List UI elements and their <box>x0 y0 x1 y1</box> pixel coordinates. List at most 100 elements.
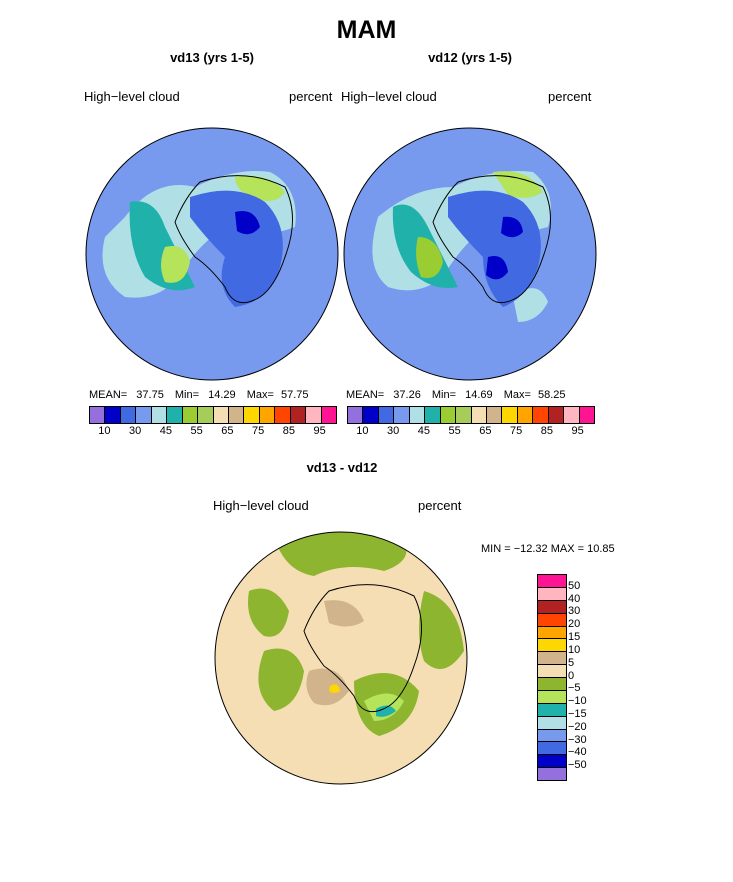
panel-1-region-blue <box>190 190 283 307</box>
panel-1-colorbar-tick-label: 30 <box>129 425 142 437</box>
panel-1-mean-label: MEAN= <box>89 389 128 401</box>
panel-1-colorbar-swatch <box>306 407 322 423</box>
panel-2-colorbar-swatch <box>456 407 472 423</box>
panel-1-colorbar-swatch <box>213 407 229 423</box>
panel-2-colorbar-swatch <box>440 407 457 423</box>
panel-2-colorbar-swatch <box>486 407 503 423</box>
panel-1-colorbar-tick-label: 75 <box>252 425 265 437</box>
panel-2-title: vd12 (yrs 1-5) <box>428 50 512 65</box>
panel-3-colorbar-swatch <box>538 575 566 588</box>
panel-3-region-green-top <box>274 532 407 576</box>
panel-1-colorbar-tick-label: 55 <box>190 425 203 437</box>
panel-1-stats: MEAN= 37.75 Min= 14.29 Max= 57.75 <box>89 389 309 401</box>
panel-3-variable-label: High−level cloud <box>213 498 309 513</box>
panel-1-title: vd13 (yrs 1-5) <box>170 50 254 65</box>
panel-2-region-blue <box>448 190 541 307</box>
panel-2-colorbar-ticks: 10 30 45 55 65 75 85 95 <box>347 425 593 439</box>
panel-1-colorbar-swatch <box>167 407 183 423</box>
panel-3-region-green-mid <box>258 648 304 711</box>
panel-1-coastline <box>174 175 293 304</box>
panel-1-colorbar-swatch <box>244 407 260 423</box>
panel-2-colorbar-swatch <box>409 407 426 423</box>
panel-3-colorbar-tick-label: −40 <box>568 746 587 759</box>
panel-2-mean: 37.26 <box>393 389 421 401</box>
panel-1-colorbar-swatch <box>228 407 245 423</box>
panel-1-colorbar-tick-label: 65 <box>221 425 234 437</box>
panel-1-colorbar-swatch <box>90 407 106 423</box>
panel-3-colorbar-swatch <box>538 626 566 640</box>
panel-3-colorbar-ticks: 50 40 30 20 15 10 5 0 −5 −10 −15 −20 −30 −40 −50 <box>568 574 618 779</box>
panel-1-colorbar-swatch <box>321 407 336 423</box>
panel-2-colorbar-tick-label: 55 <box>448 425 461 437</box>
panel-2-region-darkblue <box>501 216 523 238</box>
panel-2-colorbar-swatch <box>548 407 565 423</box>
panel-3-colorbar-swatch <box>538 729 566 743</box>
panel-1-colorbar-swatch <box>151 407 168 423</box>
panel-3-colorbar-swatch <box>538 678 566 691</box>
panel-3-minmax: MIN = −12.32 MAX = 10.85 <box>481 543 615 555</box>
panel-3-colorbar-swatch <box>538 768 566 780</box>
panel-2-stats: MEAN= 37.26 Min= 14.69 Max= 58.25 <box>346 389 566 401</box>
panel-3-colorbar-tick-label: 50 <box>568 579 581 592</box>
panel-3-polar-map <box>214 531 468 785</box>
panel-3-colorbar-swatch <box>538 716 566 730</box>
panel-3-colorbar-tick-label: −30 <box>568 733 587 746</box>
panel-2-coastline <box>432 175 551 304</box>
panel-3-units-label: percent <box>418 498 462 513</box>
panel-1-colorbar-tick-label: 85 <box>282 425 295 437</box>
panel-2-max-label: Max= <box>503 389 531 401</box>
panel-1-colorbar-tick-label: 45 <box>159 425 172 437</box>
panel-1-colorbar-swatch <box>275 407 291 423</box>
panel-2-colorbar-tick-label: 65 <box>479 425 492 437</box>
panel-3-colorbar-tick-label: −15 <box>568 707 587 720</box>
panel-2-colorbar-tick-label: 95 <box>571 425 584 437</box>
panel-3-colorbar-tick-label: 5 <box>568 656 575 669</box>
panel-3-colorbar-tick-label: −10 <box>568 695 587 708</box>
panel-2-region-green-2 <box>493 171 543 198</box>
panel-3-colorbar-swatch <box>538 703 566 717</box>
panel-3-colorbar-tick-label: 10 <box>568 643 581 656</box>
panel-1-colorbar-swatch <box>290 407 307 423</box>
panel-3-colorbar <box>537 574 567 781</box>
panel-2-colorbar-tick-label: 30 <box>387 425 400 437</box>
panel-2-max: 58.25 <box>537 389 566 401</box>
panel-1-max-label: Max= <box>246 389 274 401</box>
panel-2-variable-label: High−level cloud <box>341 89 437 104</box>
panel-1-min-label: Min= <box>174 389 200 401</box>
panel-2-colorbar-swatch <box>348 407 364 423</box>
figure-title: MAM <box>336 16 397 44</box>
panel-3-colorbar-tick-label: 15 <box>568 631 581 644</box>
panel-1-region-darkblue <box>235 211 260 235</box>
panel-3-region-green-right <box>419 591 464 669</box>
panel-2-min: 14.69 <box>465 389 493 401</box>
panel-3-region-green-left <box>248 588 289 637</box>
panel-3-colorbar-tick-label: 40 <box>568 592 581 605</box>
panel-2-colorbar-tick-label: 75 <box>510 425 523 437</box>
panel-1-polar-map <box>85 127 339 381</box>
panel-1-colorbar-swatch <box>120 407 137 423</box>
panel-3-colorbar-swatch <box>538 587 566 601</box>
panel-2-colorbar-tick-label: 45 <box>417 425 430 437</box>
panel-1-colorbar <box>89 406 337 424</box>
panel-3-colorbar-tick-label: 0 <box>568 669 575 682</box>
panel-2-polar-map <box>343 127 597 381</box>
panel-2-colorbar-swatch <box>471 407 487 423</box>
panel-3-colorbar-swatch <box>538 742 566 756</box>
panel-2-colorbar-swatch <box>363 407 379 423</box>
panel-1-min: 14.29 <box>208 389 236 401</box>
panel-3-coastline <box>303 584 422 713</box>
panel-2-colorbar-swatch <box>564 407 580 423</box>
panel-3-colorbar-swatch <box>538 755 566 769</box>
panel-2-colorbar-swatch <box>533 407 549 423</box>
panel-3-colorbar-swatch <box>538 613 566 627</box>
panel-3-colorbar-swatch <box>538 665 566 678</box>
panel-3-colorbar-swatch <box>538 690 566 704</box>
panel-2-mean-label: MEAN= <box>346 389 385 401</box>
panel-2-colorbar-swatch <box>378 407 395 423</box>
panel-1-mean: 37.75 <box>136 389 164 401</box>
panel-2-units-label: percent <box>548 89 592 104</box>
panel-1-colorbar-tick-label: 10 <box>98 425 111 437</box>
panel-1-colorbar-tick-label: 95 <box>313 425 326 437</box>
panel-2-colorbar-tick-label: 10 <box>356 425 369 437</box>
panel-2-colorbar-tick-label: 85 <box>540 425 553 437</box>
